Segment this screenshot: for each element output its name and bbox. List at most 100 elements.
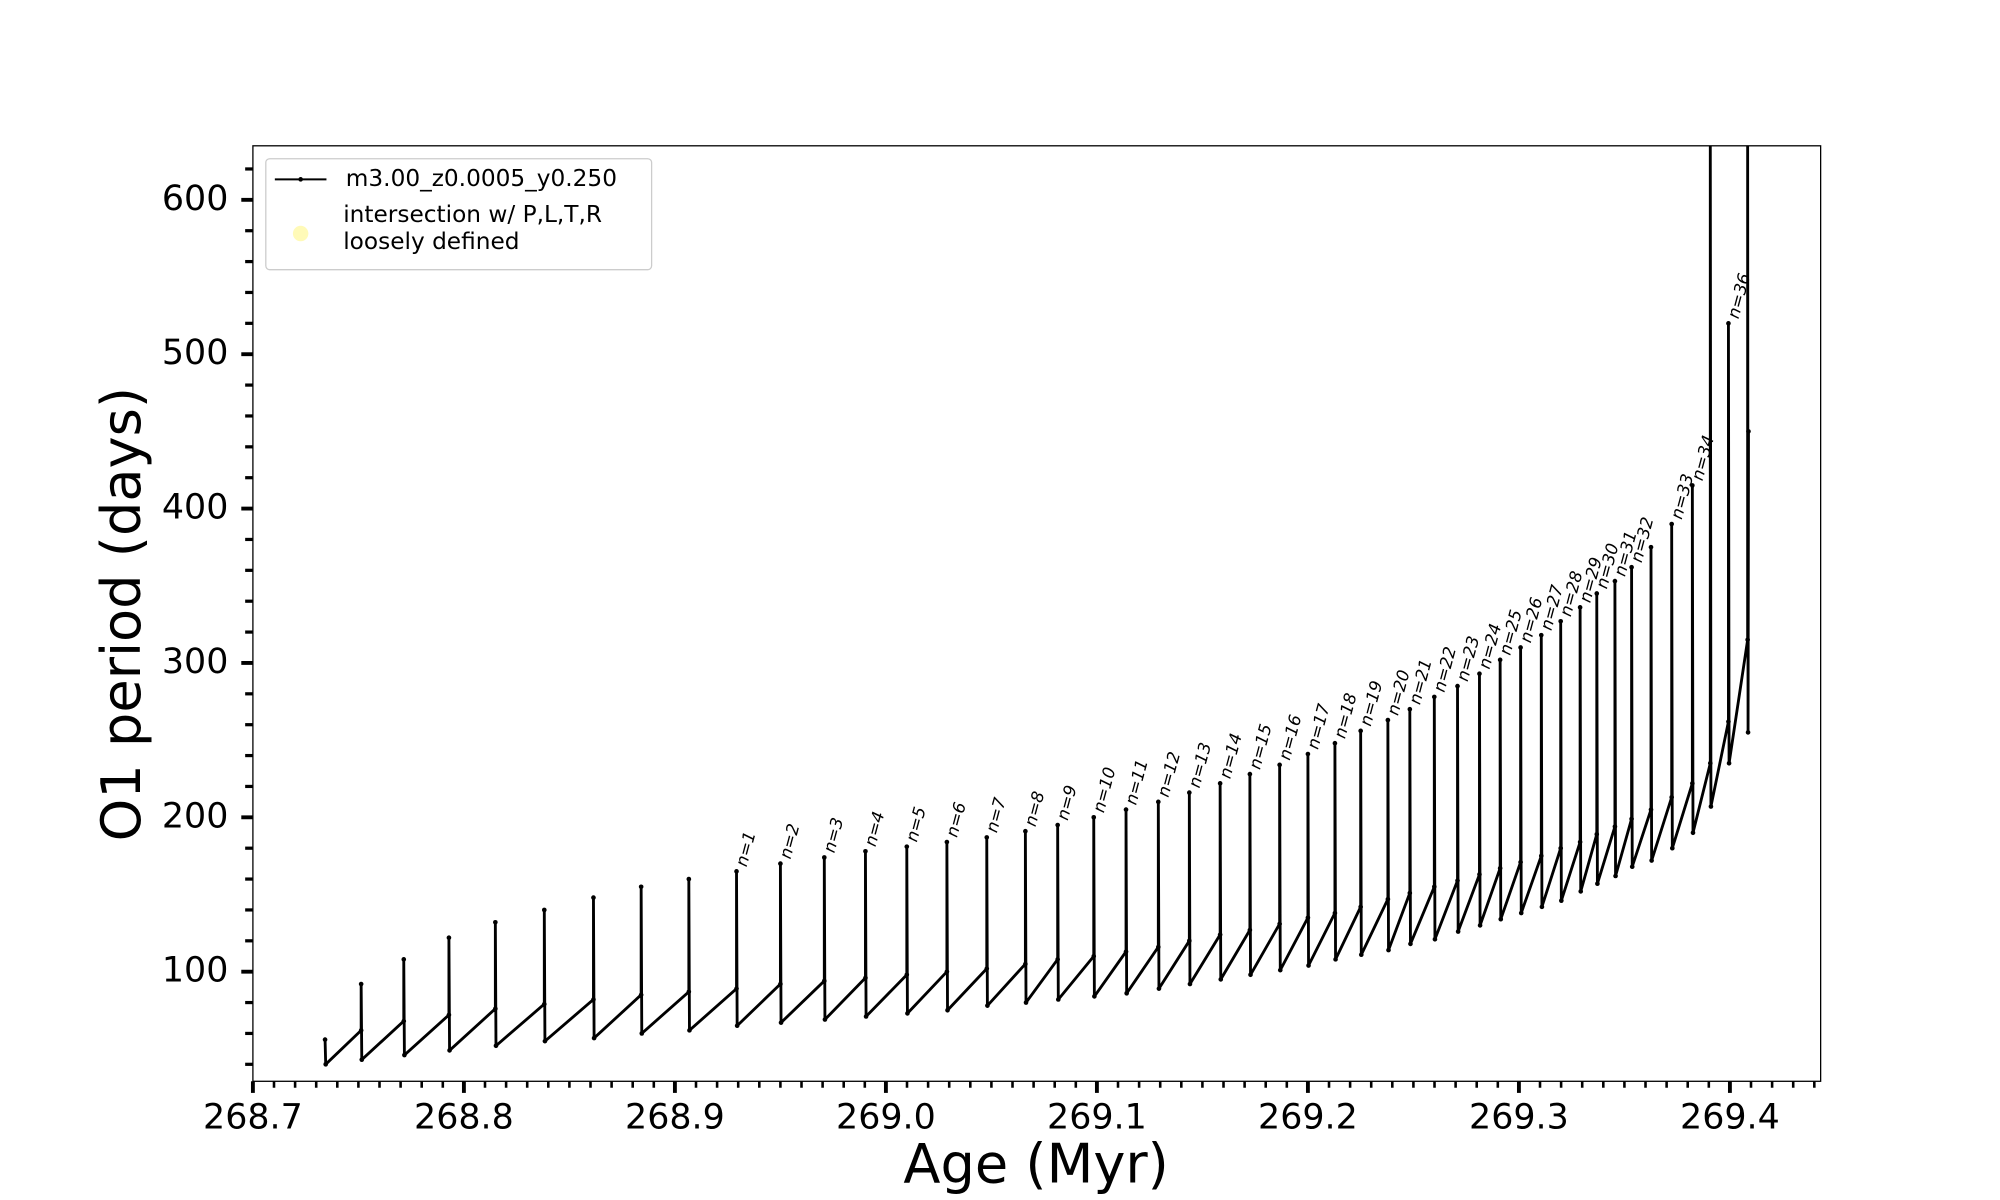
- annotation: n=32: [1626, 515, 1657, 565]
- series-point: [358, 1028, 364, 1033]
- series-point: [1407, 706, 1413, 712]
- series-point: [1629, 864, 1635, 870]
- plot-frame: [252, 145, 1822, 1082]
- series-point: [1577, 605, 1583, 610]
- series-point: [322, 1037, 328, 1042]
- series-point: [1497, 865, 1503, 871]
- series-point: [1306, 963, 1311, 968]
- series-point: [1612, 578, 1618, 584]
- series-point: [1559, 898, 1564, 903]
- annotation: n=2: [775, 821, 803, 860]
- series-point: [1305, 915, 1311, 920]
- series-point: [1217, 781, 1223, 786]
- series-point: [686, 989, 692, 995]
- annotation: n=14: [1215, 731, 1246, 781]
- legend: m3.00_z0.0005_y0.250 intersection w/ P,L,…: [265, 158, 653, 271]
- series-point: [734, 986, 739, 991]
- series-point: [1408, 941, 1413, 947]
- series-point: [821, 855, 827, 860]
- series-point: [639, 1031, 645, 1036]
- series-point: [1123, 807, 1129, 812]
- series-point: [1277, 967, 1283, 973]
- annotation: n=8: [1020, 789, 1048, 828]
- y-tick-label: 500: [162, 333, 228, 373]
- series-point: [1594, 831, 1600, 837]
- series-point: [1477, 872, 1482, 877]
- series-point: [323, 1061, 329, 1067]
- series-point: [1745, 730, 1751, 735]
- series-point: [1305, 751, 1311, 757]
- plot-area: n=1 n=2 n=3 n=4 n=5 n=6 n=7 n=8 n=9 n=10 n=11 n=12 n…: [322, 145, 1754, 1067]
- annotation: n=1: [731, 829, 759, 868]
- legend-label: m3.00_z0.0005_y0.250: [346, 165, 617, 192]
- series-point: [1248, 972, 1253, 978]
- series-point: [863, 848, 868, 854]
- series-point: [1538, 853, 1544, 859]
- series-point: [1518, 910, 1524, 916]
- series-point: [591, 1035, 597, 1041]
- annotation: n=3: [819, 815, 847, 854]
- series-point: [401, 957, 407, 962]
- series-point: [1539, 904, 1545, 910]
- series-point: [1358, 952, 1364, 958]
- series-point: [778, 981, 783, 987]
- series-point: [591, 997, 596, 1002]
- legend-box: [265, 158, 653, 271]
- series-point: [1455, 683, 1460, 689]
- series-point: [1385, 717, 1391, 723]
- series-point: [1091, 814, 1097, 820]
- annotation: n=6: [941, 800, 969, 839]
- series-point: [1612, 824, 1618, 829]
- series-point: [1407, 890, 1413, 896]
- series-point: [493, 1006, 498, 1012]
- series-point: [1247, 771, 1253, 777]
- series-point: [1455, 878, 1460, 883]
- annotation: n=34: [1687, 433, 1718, 483]
- series-point: [493, 919, 498, 925]
- series-point: [905, 1011, 910, 1016]
- series-point: [1023, 961, 1028, 967]
- series-point: [1124, 990, 1129, 996]
- annotation: n=19: [1355, 678, 1386, 728]
- series-point: [1217, 932, 1223, 937]
- legend-label-box: intersection w/ P,L,T,R loosely defined: [343, 201, 602, 255]
- series-point: [1187, 981, 1193, 987]
- series-point: [1726, 760, 1732, 766]
- series-point: [1518, 645, 1523, 650]
- series-point: [1538, 632, 1544, 638]
- x-tick-label: 269.4: [1680, 1098, 1780, 1138]
- series-point: [1558, 618, 1564, 624]
- series-point: [1055, 997, 1061, 1002]
- series-point: [446, 935, 452, 941]
- series-point: [1247, 927, 1253, 933]
- series-point: [984, 966, 990, 971]
- series-point: [1332, 740, 1338, 746]
- x-tick-label: 269.1: [1047, 1098, 1147, 1138]
- series-point: [1498, 916, 1504, 922]
- series-point: [1023, 828, 1028, 834]
- series-point: [1613, 873, 1618, 879]
- series-point: [822, 1017, 828, 1022]
- annotation: n=17: [1302, 701, 1333, 751]
- series-point: [638, 884, 644, 890]
- annotation: n=13: [1184, 740, 1215, 790]
- legend-marker: [292, 225, 309, 242]
- series-point: [1092, 994, 1097, 999]
- series-point: [1690, 830, 1696, 836]
- series-point: [984, 835, 990, 840]
- series-point: [1358, 728, 1363, 734]
- series-point: [359, 1057, 365, 1063]
- y-tick-label: 600: [162, 179, 228, 219]
- series-point: [1455, 929, 1461, 934]
- legend-marker: [298, 177, 303, 182]
- series-point: [638, 992, 644, 998]
- series-point: [447, 1048, 452, 1053]
- series-point: [1669, 845, 1675, 851]
- series-point: [1123, 949, 1129, 954]
- series-point: [1432, 936, 1438, 942]
- annotation: n=9: [1052, 783, 1080, 822]
- series-point: [541, 1001, 547, 1007]
- series-point: [985, 1003, 990, 1008]
- series-point: [1385, 896, 1391, 902]
